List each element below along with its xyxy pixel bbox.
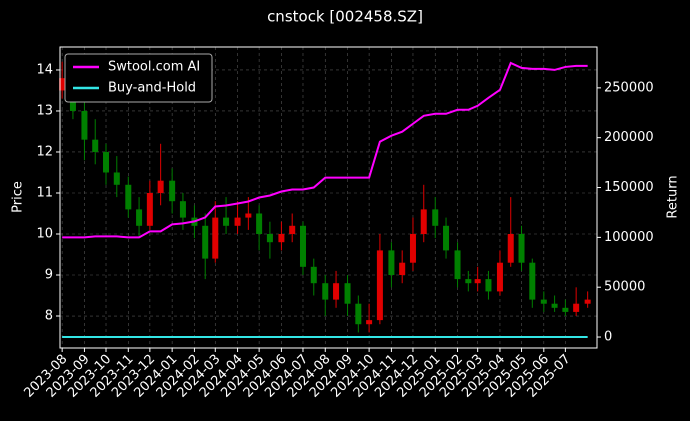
candle-body (136, 209, 143, 226)
legend-label: Swtool.com AI (108, 60, 200, 75)
candle-body (59, 78, 66, 91)
series-line (62, 61, 588, 239)
candle-body (551, 303, 558, 308)
candle-body (432, 209, 439, 226)
candle-body (344, 283, 351, 304)
candle-body (299, 225, 306, 267)
candle-body (146, 192, 153, 226)
candle-body (409, 233, 416, 263)
candle-body (223, 217, 230, 226)
candle-body (454, 250, 461, 280)
y2-tick-label: 200000 (604, 130, 654, 145)
candle-body (465, 279, 472, 284)
y-tick-label: 11 (36, 185, 53, 200)
candle-body (278, 233, 285, 243)
legend-label: Buy-and-Hold (108, 81, 196, 96)
y2-tick-label: 50000 (604, 280, 645, 295)
chart-title: cnstock [002458.SZ] (267, 8, 423, 26)
candle-body (245, 213, 252, 218)
y2-tick-label: 100000 (604, 230, 654, 245)
candle-body (518, 233, 525, 263)
candle-body (474, 279, 481, 284)
y-tick-label: 10 (36, 226, 53, 241)
candle-body (507, 233, 514, 263)
candle-body (322, 283, 329, 300)
candle-body (113, 172, 120, 185)
y-tick-label: 12 (36, 144, 53, 159)
y-tick-label: 14 (36, 62, 53, 77)
candle-body (485, 279, 492, 292)
candle-body (256, 213, 263, 234)
candle-body (388, 250, 395, 276)
y-tick-label: 13 (36, 103, 53, 118)
candle-body (125, 184, 132, 210)
y-axis-label: Price (11, 181, 26, 213)
y-tick-label: 8 (45, 309, 53, 324)
candle-body (540, 299, 547, 304)
candle-body (266, 233, 273, 243)
candle-body (420, 209, 427, 234)
candle-body (376, 250, 383, 321)
candle-body (212, 217, 219, 259)
candle-body (310, 266, 317, 284)
candle-body (289, 225, 296, 234)
candle-body (496, 262, 503, 292)
candle-body (81, 110, 88, 140)
legend-box (64, 53, 213, 103)
legend: Swtool.com AI Buy-and-Hold (64, 53, 213, 103)
candle-body (584, 299, 591, 304)
candle-body (92, 139, 99, 152)
candle-body (529, 262, 536, 300)
candle-body (103, 151, 110, 173)
y2-tick-label: 0 (604, 330, 612, 345)
y2-tick-label: 250000 (604, 80, 654, 95)
candle-body (366, 320, 373, 325)
candle-body (562, 307, 569, 312)
y-tick-label: 9 (45, 268, 53, 283)
y2-tick-label: 150000 (604, 180, 654, 195)
candle-body (333, 283, 340, 300)
candle-body (202, 225, 209, 259)
candle-body (443, 225, 450, 251)
candle-body (234, 217, 241, 226)
candle-body (355, 303, 362, 325)
candle-body (179, 201, 186, 218)
plot-frame (59, 46, 598, 349)
candle-body (573, 303, 580, 312)
candle-body (169, 180, 176, 202)
y2-axis-label: Return (666, 175, 681, 218)
candle-body (399, 262, 406, 276)
candle-body (157, 180, 164, 193)
